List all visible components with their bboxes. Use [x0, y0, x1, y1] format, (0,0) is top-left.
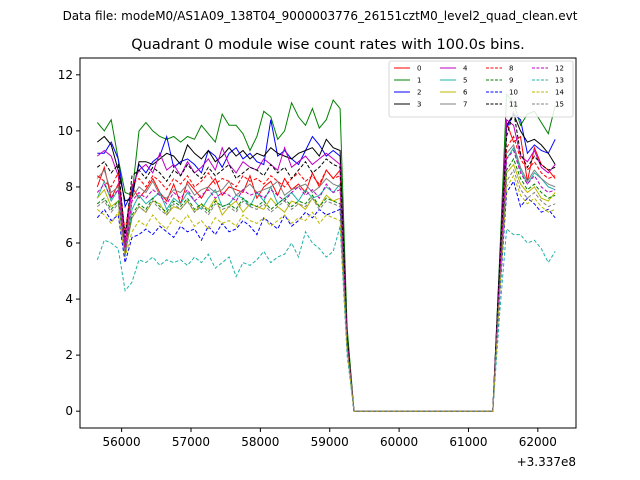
- figure-suptitle: Data file: modeM0/AS1A09_138T04_90000037…: [63, 9, 578, 23]
- legend-label-2: 2: [417, 89, 421, 97]
- x-axis: 56000 57000 58000 59000 60000 61000 62000: [103, 428, 557, 449]
- plot-area: 56000 57000 58000 59000 60000 61000 62000 0 2 4 6…: [58, 57, 577, 469]
- legend-label-8: 8: [509, 65, 513, 73]
- x-tick-label: 59000: [311, 435, 349, 449]
- legend-label-15: 15: [555, 101, 564, 109]
- x-tick-label: 61000: [449, 435, 487, 449]
- y-tick-label: 2: [65, 348, 73, 362]
- legend-label-13: 13: [555, 77, 564, 85]
- legend-label-7: 7: [463, 101, 467, 109]
- series-line-13: [96, 226, 556, 412]
- legend-label-5: 5: [463, 77, 467, 85]
- x-tick-label: 60000: [380, 435, 418, 449]
- legend-label-14: 14: [555, 89, 564, 97]
- x-tick-label: 56000: [103, 435, 141, 449]
- series-line-11: [96, 111, 556, 412]
- legend-label-11: 11: [509, 101, 518, 109]
- chart-title: Quadrant 0 module wise count rates with …: [131, 37, 525, 53]
- x-tick-label: 57000: [172, 435, 210, 449]
- y-tick-label: 10: [58, 124, 73, 138]
- y-axis: 0 2 4 6 8 10 12: [58, 68, 80, 418]
- legend-label-12: 12: [555, 65, 564, 73]
- y-tick-label: 6: [65, 236, 73, 250]
- legend-label-4: 4: [463, 65, 468, 73]
- legend-label-9: 9: [509, 77, 513, 85]
- y-tick-label: 12: [58, 68, 73, 82]
- y-tick-label: 4: [65, 292, 73, 306]
- series-line-12: [96, 149, 556, 412]
- x-axis-offset-label: +3.337e8: [517, 455, 576, 469]
- series-line-8: [96, 135, 556, 412]
- x-tick-label: 58000: [241, 435, 279, 449]
- y-tick-label: 0: [65, 404, 73, 418]
- y-tick-label: 8: [65, 180, 73, 194]
- series-line-15: [96, 168, 556, 412]
- series-layer: [96, 93, 556, 412]
- legend-label-10: 10: [509, 89, 518, 97]
- legend-label-1: 1: [417, 77, 421, 85]
- legend-label-6: 6: [463, 89, 468, 97]
- legend-label-0: 0: [417, 65, 421, 73]
- legend-label-3: 3: [417, 101, 421, 109]
- legend-box: [388, 60, 574, 118]
- series-line-14: [96, 174, 556, 412]
- series-line-9: [96, 157, 556, 412]
- x-tick-label: 62000: [519, 435, 557, 449]
